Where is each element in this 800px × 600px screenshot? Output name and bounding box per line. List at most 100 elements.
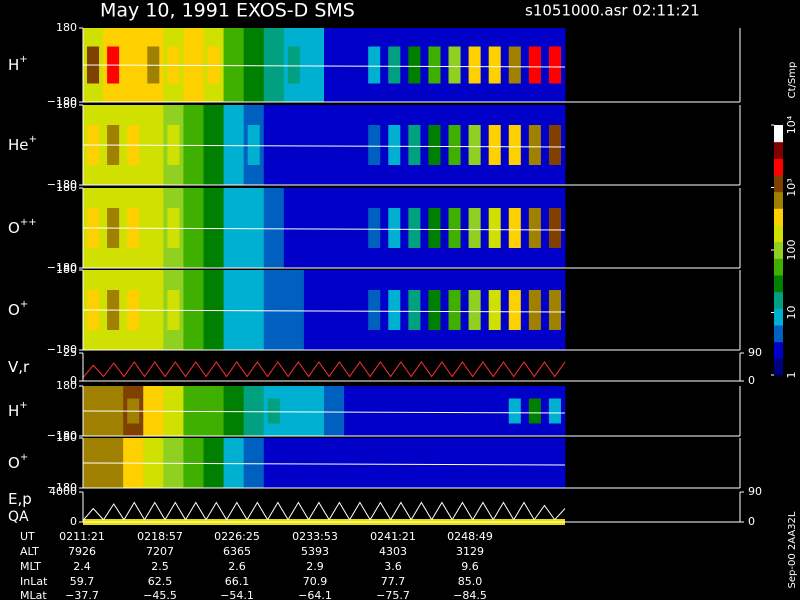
colorbar-cell — [774, 358, 783, 376]
heatmap-core — [408, 46, 421, 84]
panel-label-extra: QA — [8, 509, 29, 525]
table-cell: 4303 — [379, 545, 407, 558]
heatmap-core — [287, 46, 300, 84]
colorbar-cell — [774, 208, 783, 226]
heatmap-core — [528, 125, 541, 165]
heatmap-core — [408, 208, 421, 248]
heatmap-core — [548, 290, 561, 330]
y2-tick-label: 90 — [748, 485, 762, 498]
heatmap-core — [528, 208, 541, 248]
colorbar-cell — [774, 341, 783, 359]
heatmap-core — [448, 450, 461, 476]
heatmap-core — [508, 125, 521, 165]
heatmap-core — [468, 290, 481, 330]
heatmap-core — [328, 46, 341, 84]
heatmap-core — [368, 46, 381, 84]
label-sup: + — [20, 299, 28, 310]
heatmap-core — [448, 208, 461, 248]
heatmap-core — [388, 290, 401, 330]
table-cell: 0218:57 — [137, 530, 183, 543]
heatmap-core — [267, 398, 280, 424]
table-cell: −37.7 — [65, 589, 99, 600]
heatmap-core — [247, 398, 260, 424]
heatmap-core — [207, 125, 220, 165]
y2-tick-label: 90 — [748, 346, 762, 359]
heatmap-core — [227, 290, 240, 330]
heatmap-core — [267, 46, 280, 84]
heatmap-core — [508, 450, 521, 476]
heatmap-core — [348, 450, 361, 476]
colorbar-cell — [774, 191, 783, 209]
heatmap-core — [468, 450, 481, 476]
heatmap-core — [307, 46, 320, 84]
y-tick-label: 180 — [56, 98, 77, 111]
panel-label: H+ — [8, 54, 28, 74]
heatmap-core — [348, 398, 361, 424]
heatmap-core — [207, 46, 220, 84]
table-row-label: MLat — [20, 589, 47, 600]
colorbar-cell — [774, 141, 783, 159]
y-tick-label: −180 — [47, 261, 77, 274]
heatmap-core — [227, 46, 240, 84]
colorbar-cell — [774, 225, 783, 243]
heatmap-core — [247, 125, 260, 165]
heatmap-core — [368, 398, 381, 424]
table-cell: −84.5 — [453, 589, 487, 600]
table-cell: −64.1 — [298, 589, 332, 600]
table-cell: 2.4 — [73, 560, 91, 573]
heatmap-core — [348, 46, 361, 84]
heatmap-core — [528, 450, 541, 476]
table-cell: 70.9 — [303, 575, 328, 588]
panel-label: O++ — [8, 217, 37, 237]
heatmap-core — [428, 46, 441, 84]
heatmap-core — [448, 290, 461, 330]
file-name: s1051000.asr 02:11:21 — [525, 2, 700, 20]
panel-label: He+ — [8, 134, 37, 154]
label-sup: + — [19, 400, 27, 411]
heatmap-core — [408, 290, 421, 330]
colorbar-tick-label: 10⁴ — [785, 115, 798, 134]
heatmap-core — [247, 290, 260, 330]
heatmap-core — [508, 208, 521, 248]
panel-label: O+ — [8, 452, 28, 472]
label-base: He — [8, 136, 29, 154]
heatmap-core — [468, 208, 481, 248]
heatmap-core — [448, 46, 461, 84]
center-line — [82, 462, 566, 466]
table-cell: 6365 — [223, 545, 251, 558]
label-sup: ++ — [20, 217, 37, 228]
colorbar-cell — [774, 258, 783, 276]
heatmap-core — [307, 450, 320, 476]
heatmap-core — [488, 398, 501, 424]
heatmap-core — [287, 208, 300, 248]
y-tick-label: −180 — [47, 429, 77, 442]
heatmap-core — [528, 398, 541, 424]
heatmap-core — [428, 290, 441, 330]
colorbar-tick-label: 10³ — [785, 178, 798, 196]
heatmap-core — [328, 398, 341, 424]
table-cell: 0233:53 — [292, 530, 338, 543]
heatmap-core — [227, 125, 240, 165]
heatmap-core — [307, 290, 320, 330]
heatmap-core — [408, 398, 421, 424]
heatmap-core — [508, 290, 521, 330]
heatmap-core — [528, 290, 541, 330]
heatmap-core — [468, 125, 481, 165]
heatmap-core — [548, 208, 561, 248]
y-tick-label: 180 — [56, 263, 77, 276]
table-row-label: MLT — [20, 560, 41, 573]
heatmap-core — [287, 290, 300, 330]
y-tick-label: −180 — [47, 95, 77, 108]
table-cell: 3129 — [456, 545, 484, 558]
heatmap-core — [348, 125, 361, 165]
heatmap-core — [368, 290, 381, 330]
heatmap-core — [488, 450, 501, 476]
center-line — [82, 144, 566, 148]
heatmap-core — [207, 208, 220, 248]
y-tick-label: 4000 — [49, 485, 77, 498]
heatmap-core — [408, 450, 421, 476]
colorbar-cell — [774, 275, 783, 293]
y-tick-label: 0 — [70, 515, 77, 528]
table-cell: 2.9 — [306, 560, 324, 573]
table-cell: 66.1 — [225, 575, 250, 588]
